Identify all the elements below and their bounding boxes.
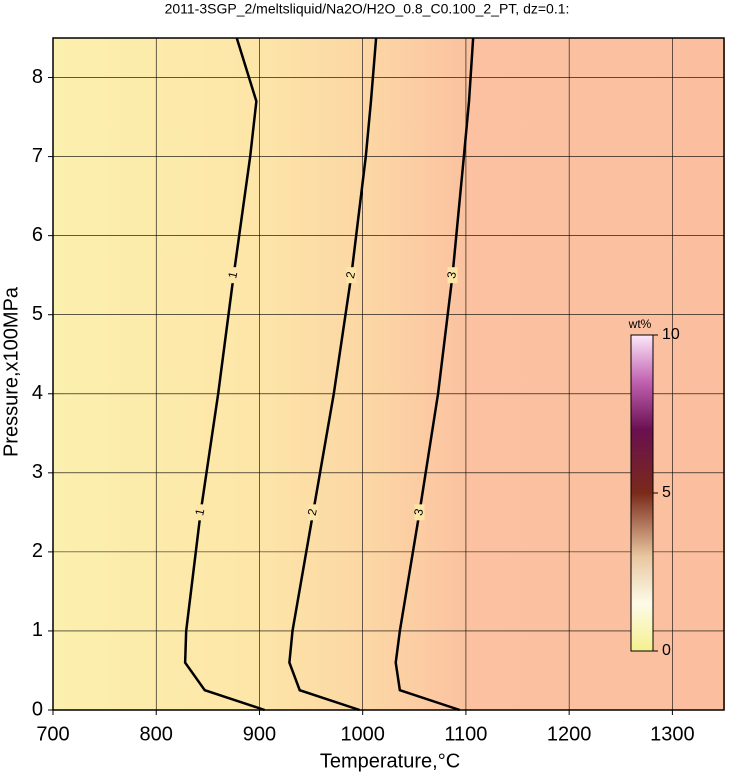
contour-label-bg xyxy=(447,267,458,284)
x-tick-label: 1100 xyxy=(444,723,487,745)
chart-title: 2011-3SGP_2/meltsliquid/Na2O/H2O_0.8_C0.… xyxy=(165,1,570,17)
colorbar-tick-label: 10 xyxy=(662,326,680,343)
x-tick-label: 1200 xyxy=(547,723,592,745)
y-axis-label: Pressure,x100MPa xyxy=(0,286,22,457)
contour-label: 3 xyxy=(411,507,426,517)
contour-line xyxy=(183,37,266,712)
contour-line xyxy=(394,37,475,712)
y-tick-label: 6 xyxy=(32,224,43,246)
x-tick-label: 700 xyxy=(36,723,69,745)
y-tick-label: 4 xyxy=(32,382,43,404)
y-tick-label: 1 xyxy=(32,619,43,641)
colorbar-label: wt% xyxy=(628,317,652,331)
contour-label: 3 xyxy=(444,270,459,280)
contour-label-bg xyxy=(346,267,357,284)
y-tick-label: 7 xyxy=(32,145,43,167)
x-tick-label: 1000 xyxy=(340,723,385,745)
contour-label: 1 xyxy=(225,270,240,280)
y-tick-label: 0 xyxy=(32,698,43,720)
contour-label: 2 xyxy=(343,270,358,280)
x-axis-label: Temperature,°C xyxy=(320,750,460,772)
x-tick-label: 1300 xyxy=(650,723,695,745)
plot-area xyxy=(53,38,725,710)
colorbar-tick-label: 0 xyxy=(662,642,671,659)
x-tick-label: 800 xyxy=(140,723,173,745)
contour-label-bg xyxy=(228,267,239,284)
contour-label-bg xyxy=(414,504,425,521)
contour-label-bg xyxy=(195,504,206,521)
y-tick-label: 8 xyxy=(32,66,43,88)
colorbar xyxy=(630,334,654,652)
contour-line xyxy=(288,37,378,712)
y-tick-label: 2 xyxy=(32,540,43,562)
contour-label-bg xyxy=(308,504,319,521)
contour-label: 1 xyxy=(192,507,207,517)
plot-frame xyxy=(52,37,725,711)
y-tick-label: 3 xyxy=(32,461,43,483)
y-tick-label: 5 xyxy=(32,303,43,325)
colorbar-tick-label: 5 xyxy=(662,484,671,501)
contour-label: 2 xyxy=(305,507,320,517)
x-tick-label: 900 xyxy=(243,723,276,745)
